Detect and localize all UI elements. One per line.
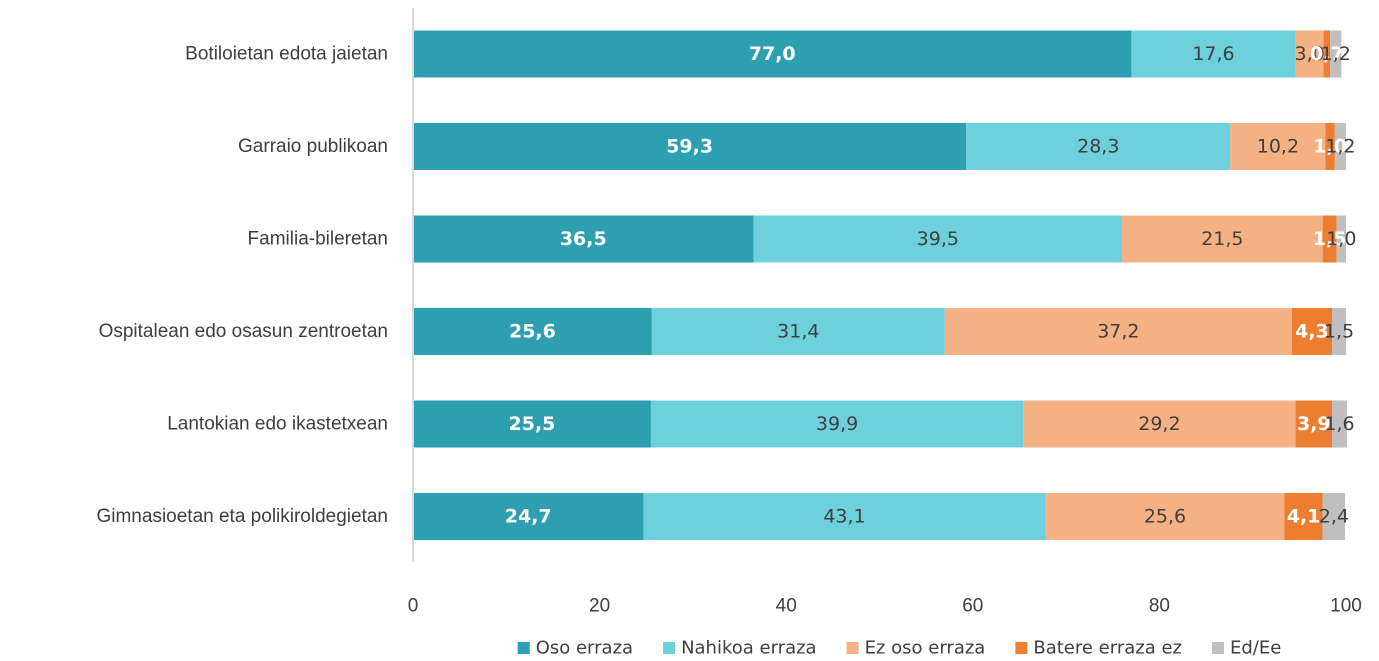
legend-label: Oso erraza bbox=[536, 638, 633, 659]
data-label-ez-oso-erraza: 10,2 bbox=[1257, 136, 1299, 158]
bar-segment-nahikoa-erraza bbox=[1131, 30, 1296, 78]
legend-swatch bbox=[517, 642, 530, 654]
category-labels-layer: Botiloietan edota jaietan Garraio publiko… bbox=[96, 44, 388, 528]
bar-segment-oso-erraza bbox=[413, 30, 1132, 78]
legend-label: Nahikoa erraza bbox=[681, 638, 817, 659]
x-tick-label: 60 bbox=[962, 596, 983, 617]
bar-segment-ez-oso-erraza bbox=[1045, 493, 1285, 540]
x-tick-label: 100 bbox=[1330, 596, 1362, 617]
bar-segment-oso-erraza bbox=[413, 493, 644, 540]
bar-segment-nahikoa-erraza bbox=[651, 308, 945, 355]
bar-segment-batere-erraza-ez bbox=[1322, 215, 1337, 263]
bar-segment-batere-erraza-ez bbox=[1295, 400, 1333, 448]
bar-segment-ed-ee bbox=[1330, 30, 1342, 78]
bar-segment-ez-oso-erraza bbox=[1122, 215, 1323, 263]
value-labels-layer: 77,0 17,6 3,00,71,259,3 28,3 10,2 1,01,236,5 3… bbox=[505, 43, 1357, 528]
legend-swatch bbox=[846, 642, 859, 654]
data-label-oso-erraza: 77,0 bbox=[749, 43, 796, 65]
data-label-ed-ee: 1,0 bbox=[1326, 228, 1356, 250]
x-tick-label: 40 bbox=[776, 596, 797, 617]
legend-swatch bbox=[1211, 642, 1224, 654]
x-tick-label: 20 bbox=[589, 596, 610, 617]
bar-segment-batere-erraza-ez bbox=[1284, 493, 1323, 540]
data-label-nahikoa-erraza: 17,6 bbox=[1192, 43, 1234, 65]
legend-item-nahikoa-erraza: Nahikoa erraza bbox=[663, 638, 817, 659]
bar-segment-batere-erraza-ez bbox=[1325, 123, 1335, 170]
data-label-nahikoa-erraza: 39,5 bbox=[917, 228, 959, 250]
bar-segment-oso-erraza bbox=[413, 123, 967, 170]
data-label-batere-erraza-ez: 4,1 bbox=[1287, 506, 1321, 528]
data-label-nahikoa-erraza: 28,3 bbox=[1077, 136, 1119, 158]
data-label-ed-ee: 1,6 bbox=[1324, 413, 1354, 435]
data-label-batere-erraza-ez: 1,5 bbox=[1313, 228, 1347, 250]
legend-item-ez-oso-erraza: Ez oso erraza bbox=[846, 638, 986, 659]
legend-swatch bbox=[663, 642, 676, 654]
category-label-gimnasioetan-eta-polikiroldegietan: Gimnasioetan eta polikiroldegietan bbox=[96, 506, 388, 527]
data-label-batere-erraza-ez: 0,7 bbox=[1310, 43, 1344, 65]
bar-segment-ed-ee bbox=[1332, 400, 1347, 448]
bar-segment-oso-erraza bbox=[413, 215, 754, 263]
data-label-oso-erraza: 25,6 bbox=[509, 321, 556, 343]
bars-layer bbox=[413, 30, 1347, 540]
legend-label: Ez oso erraza bbox=[865, 638, 986, 659]
bar-segment-ez-oso-erraza bbox=[1230, 123, 1326, 170]
bar-segment-batere-erraza-ez bbox=[1291, 308, 1333, 355]
x-axis-ticks: 0 20 40 60 80 100 bbox=[408, 596, 1362, 617]
data-label-ed-ee: 2,4 bbox=[1319, 506, 1349, 528]
bar-segment-ed-ee bbox=[1332, 308, 1346, 355]
legend-item-batere-erraza-ez: Batere erraza ez bbox=[1015, 638, 1182, 659]
bar-segment-ez-oso-erraza bbox=[1023, 400, 1296, 448]
data-label-batere-erraza-ez: 1,0 bbox=[1313, 136, 1347, 158]
data-label-batere-erraza-ez: 4,3 bbox=[1295, 321, 1329, 343]
data-label-nahikoa-erraza: 43,1 bbox=[823, 506, 865, 528]
bar-segment-nahikoa-erraza bbox=[753, 215, 1123, 263]
x-tick-label: 80 bbox=[1149, 596, 1170, 617]
category-label-garraio-publikoan: Garraio publikoan bbox=[238, 136, 388, 157]
legend-item-oso-erraza: Oso erraza bbox=[517, 638, 633, 659]
data-label-ez-oso-erraza: 21,5 bbox=[1201, 228, 1243, 250]
legend: Oso erraza Nahikoa erraza Ez oso erraza Bat… bbox=[517, 638, 1281, 659]
category-label-lantokian-edo-ikastetxean: Lantokian edo ikastetxean bbox=[167, 414, 388, 435]
bar-segment-oso-erraza bbox=[413, 400, 651, 448]
data-label-ez-oso-erraza: 29,2 bbox=[1138, 413, 1180, 435]
category-label-botiloietan-edota-jaietan: Botiloietan edota jaietan bbox=[185, 44, 388, 65]
data-label-ez-oso-erraza: 3,0 bbox=[1295, 43, 1325, 65]
data-label-ez-oso-erraza: 25,6 bbox=[1144, 506, 1186, 528]
bar-segment-nahikoa-erraza bbox=[966, 123, 1231, 170]
data-label-ed-ee: 1,5 bbox=[1324, 321, 1354, 343]
category-label-ospitalean-edo-osasun-zentroetan: Ospitalean edo osasun zentroetan bbox=[99, 321, 388, 342]
bar-segment-oso-erraza bbox=[413, 308, 652, 355]
bar-segment-batere-erraza-ez bbox=[1323, 30, 1331, 78]
category-label-familia-bileretan: Familia-bileretan bbox=[248, 229, 388, 250]
bar-segment-ed-ee bbox=[1322, 493, 1346, 540]
data-label-nahikoa-erraza: 39,9 bbox=[816, 413, 858, 435]
bar-segment-ed-ee bbox=[1336, 215, 1346, 263]
data-label-ed-ee: 1,2 bbox=[1325, 136, 1355, 158]
x-tick-label: 0 bbox=[408, 596, 419, 617]
data-label-oso-erraza: 36,5 bbox=[560, 228, 607, 250]
bar-segment-nahikoa-erraza bbox=[643, 493, 1046, 540]
data-label-nahikoa-erraza: 31,4 bbox=[777, 321, 819, 343]
legend-swatch bbox=[1015, 642, 1028, 654]
bar-segment-ez-oso-erraza bbox=[944, 308, 1292, 355]
data-label-oso-erraza: 59,3 bbox=[666, 136, 713, 158]
legend-label: Batere erraza ez bbox=[1033, 638, 1182, 659]
data-label-oso-erraza: 24,7 bbox=[505, 506, 552, 528]
data-label-ed-ee: 1,2 bbox=[1321, 43, 1351, 65]
legend-label: Ed/Ee bbox=[1230, 638, 1281, 659]
legend-item-ed-ee: Ed/Ee bbox=[1211, 638, 1281, 659]
bar-segment-nahikoa-erraza bbox=[650, 400, 1024, 448]
data-label-batere-erraza-ez: 3,9 bbox=[1297, 413, 1331, 435]
bar-segment-ed-ee bbox=[1334, 123, 1346, 170]
data-label-ez-oso-erraza: 37,2 bbox=[1097, 321, 1139, 343]
data-label-oso-erraza: 25,5 bbox=[509, 413, 556, 435]
bar-segment-ez-oso-erraza bbox=[1295, 30, 1324, 78]
